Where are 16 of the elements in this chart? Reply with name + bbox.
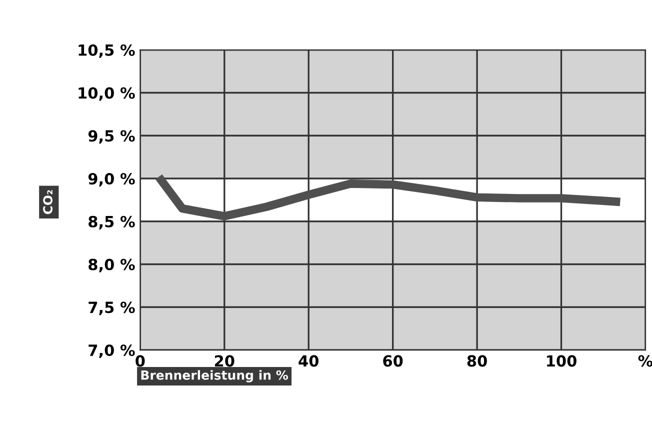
y-tick-label: 7,5 % xyxy=(88,302,135,316)
x-tick-label: 80 xyxy=(467,355,487,367)
y-axis-title: CO₂ xyxy=(43,190,53,214)
x-tick-label: 0 xyxy=(136,355,145,367)
y-tick-label: 9,0 % xyxy=(88,172,135,186)
y-tick-label: 10,5 % xyxy=(78,44,135,58)
y-tick-label: 8,5 % xyxy=(88,216,135,230)
x-axis-title: Brennerleistung in % xyxy=(141,370,288,382)
x-tick-label: 20 xyxy=(214,355,234,367)
y-tick-label: 10,0 % xyxy=(78,87,135,101)
y-tick-label: 9,5 % xyxy=(88,130,135,144)
x-tick-label: 100 xyxy=(547,355,576,367)
x-tick-label: 40 xyxy=(298,355,319,367)
y-tick-label: 8,0 % xyxy=(88,258,135,272)
y-tick-label: 7,0 % xyxy=(88,344,135,358)
x-tick-label: 60 xyxy=(383,355,403,367)
